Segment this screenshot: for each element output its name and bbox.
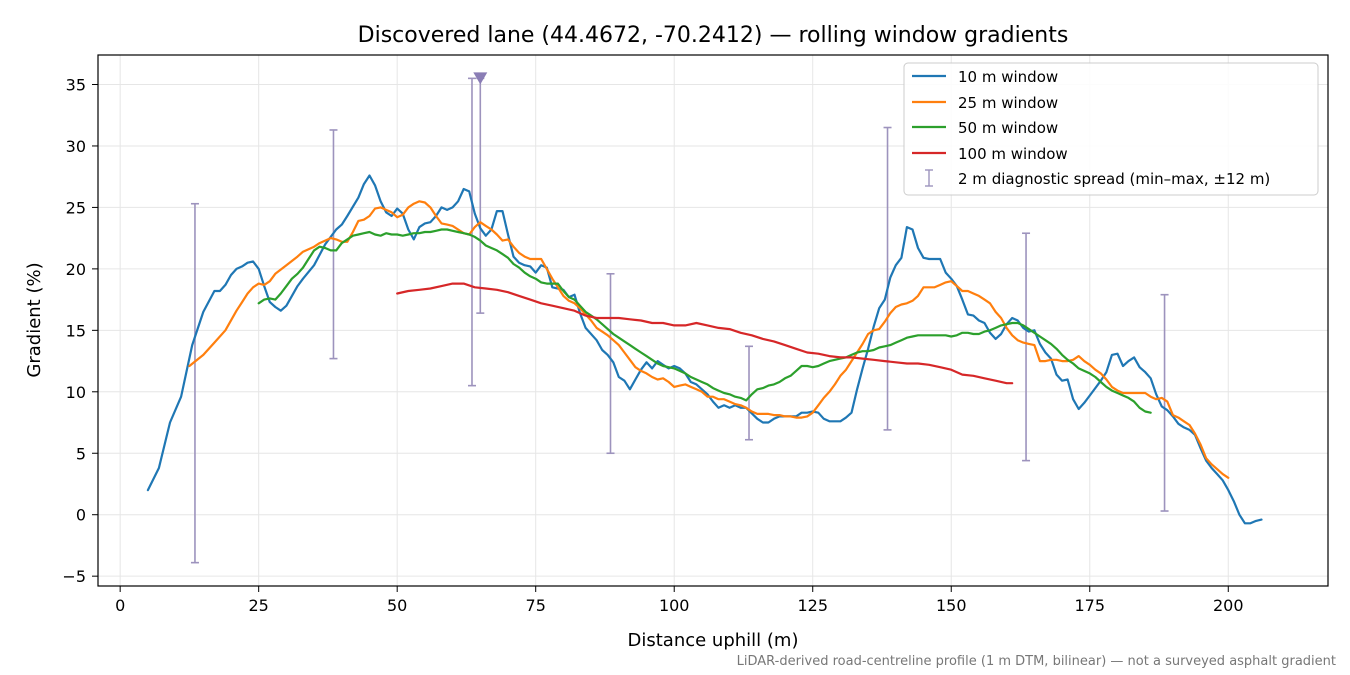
x-tick-label: 200 [1213, 596, 1244, 615]
axis-ticks: 0 25 50 75 100 125 150 175 200 −5 0 5 10 15 20 25 30 35 [62, 76, 1243, 616]
x-tick-label: 175 [1074, 596, 1105, 615]
series-lines [146, 174, 1263, 525]
plot-frame [97, 54, 1329, 587]
legend-box [903, 62, 1319, 196]
error-bar [190, 202, 199, 564]
y-tick-label: 25 [66, 198, 86, 217]
x-tick-label: 100 [659, 596, 690, 615]
down-triangle-marker [473, 72, 488, 85]
x-tick-label: 50 [387, 596, 407, 615]
legend-label-50m: 50 m window [958, 119, 1058, 137]
x-tick-label: 125 [797, 596, 828, 615]
y-tick-label: 30 [66, 137, 86, 156]
error-bars [190, 77, 1169, 564]
y-tick-label: 0 [76, 506, 86, 525]
error-bar [606, 272, 615, 455]
x-tick-label: 150 [936, 596, 967, 615]
error-bar [329, 129, 338, 360]
series-line-1 [188, 200, 1230, 479]
y-tick-label: 20 [66, 260, 86, 279]
x-tick-label: 75 [526, 596, 546, 615]
y-tick-label: 10 [66, 383, 86, 402]
series-line-2 [257, 228, 1152, 414]
legend-label-25m: 25 m window [958, 94, 1058, 112]
x-tick-label: 0 [115, 596, 125, 615]
series-line-3 [396, 282, 1014, 385]
x-axis-label: Distance uphill (m) [628, 630, 799, 651]
y-tick-label: 35 [66, 76, 86, 95]
legend: 10 m window 25 m window 50 m window 100 … [903, 62, 1319, 196]
markers [473, 72, 488, 85]
legend-label-10m: 10 m window [958, 68, 1058, 86]
x-tick-label: 25 [248, 596, 268, 615]
legend-label-errorbar: 2 m diagnostic spread (min–max, ±12 m) [958, 170, 1270, 188]
error-bar [745, 345, 754, 441]
series-line-0 [146, 174, 1263, 525]
chart-title: Discovered lane (44.4672, -70.2412) — ro… [358, 23, 1069, 48]
y-tick-label: 15 [66, 321, 86, 340]
y-tick-label: −5 [62, 567, 86, 586]
error-bar [1160, 293, 1169, 512]
y-tick-label: 5 [76, 444, 86, 463]
error-bar [1022, 232, 1031, 462]
legend-label-100m: 100 m window [958, 145, 1068, 163]
error-bar [883, 126, 892, 431]
footnote: LiDAR-derived road-centreline profile (1… [737, 654, 1336, 669]
legend-swatch-errorbar [925, 169, 933, 187]
y-axis-label: Gradient (%) [24, 262, 45, 377]
